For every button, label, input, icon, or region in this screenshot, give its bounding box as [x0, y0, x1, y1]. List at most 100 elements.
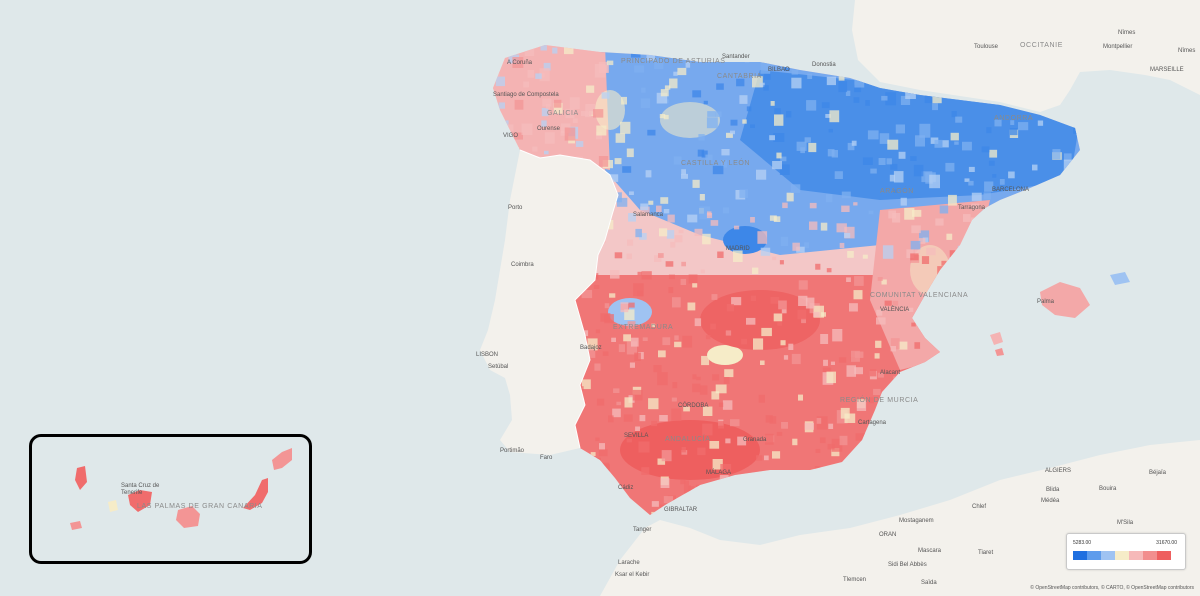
municipality-cell[interactable] — [904, 208, 915, 220]
municipality-cell[interactable] — [629, 191, 634, 195]
municipality-cell[interactable] — [797, 309, 807, 320]
municipality-cell[interactable] — [554, 99, 562, 108]
municipality-cell[interactable] — [720, 464, 732, 473]
municipality-cell[interactable] — [806, 100, 817, 111]
municipality-cell[interactable] — [886, 158, 892, 165]
municipality-cell[interactable] — [594, 363, 601, 371]
municipality-cell[interactable] — [941, 260, 947, 266]
municipality-cell[interactable] — [963, 214, 971, 222]
municipality-cell[interactable] — [610, 270, 620, 279]
municipality-cell[interactable] — [804, 422, 814, 430]
municipality-cell[interactable] — [774, 114, 784, 126]
municipality-cell[interactable] — [699, 194, 705, 201]
municipality-cell[interactable] — [893, 189, 898, 193]
municipality-cell[interactable] — [660, 478, 670, 488]
municipality-cell[interactable] — [622, 166, 632, 173]
municipality-cell[interactable] — [839, 435, 848, 446]
municipality-cell[interactable] — [1064, 153, 1072, 162]
municipality-cell[interactable] — [764, 455, 769, 461]
municipality-cell[interactable] — [700, 269, 705, 274]
municipality-cell[interactable] — [669, 78, 678, 89]
municipality-cell[interactable] — [654, 57, 664, 70]
municipality-cell[interactable] — [915, 135, 925, 147]
municipality-cell[interactable] — [823, 359, 828, 366]
municipality-cell[interactable] — [876, 317, 886, 325]
municipality-cell[interactable] — [792, 242, 800, 251]
municipality-cell[interactable] — [907, 307, 914, 312]
municipality-cell[interactable] — [808, 142, 817, 153]
municipality-cell[interactable] — [660, 89, 669, 97]
municipality-cell[interactable] — [543, 62, 551, 71]
municipality-cell[interactable] — [505, 124, 514, 132]
municipality-cell[interactable] — [798, 280, 808, 290]
municipality-cell[interactable] — [618, 344, 625, 353]
municipality-cell[interactable] — [846, 277, 851, 282]
municipality-cell[interactable] — [670, 241, 676, 248]
municipality-cell[interactable] — [615, 133, 626, 143]
municipality-cell[interactable] — [746, 317, 756, 325]
municipality-cell[interactable] — [600, 313, 611, 322]
municipality-cell[interactable] — [968, 166, 975, 172]
municipality-cell[interactable] — [804, 242, 809, 249]
municipality-cell[interactable] — [939, 205, 949, 214]
municipality-cell[interactable] — [752, 76, 763, 88]
municipality-cell[interactable] — [769, 135, 775, 141]
municipality-cell[interactable] — [736, 78, 745, 87]
municipality-cell[interactable] — [718, 402, 724, 408]
municipality-cell[interactable] — [834, 171, 843, 179]
municipality-cell[interactable] — [737, 436, 747, 446]
municipality-cell[interactable] — [971, 203, 980, 210]
municipality-cell[interactable] — [913, 164, 924, 177]
municipality-cell[interactable] — [809, 202, 817, 209]
municipality-cell[interactable] — [1009, 128, 1018, 136]
municipality-cell[interactable] — [994, 119, 1002, 127]
municipality-cell[interactable] — [828, 423, 834, 429]
municipality-cell[interactable] — [971, 192, 982, 201]
municipality-cell[interactable] — [596, 125, 607, 136]
municipality-cell[interactable] — [658, 350, 666, 358]
municipality-cell[interactable] — [647, 129, 656, 136]
municipality-cell[interactable] — [831, 438, 843, 452]
canary-tenerife[interactable] — [128, 490, 152, 512]
municipality-cell[interactable] — [954, 141, 959, 145]
municipality-cell[interactable] — [742, 119, 747, 124]
municipality-cell[interactable] — [844, 226, 855, 239]
municipality-cell[interactable] — [711, 294, 718, 300]
municipality-cell[interactable] — [820, 334, 829, 344]
municipality-cell[interactable] — [692, 179, 700, 188]
municipality-cell[interactable] — [632, 389, 643, 401]
municipality-cell[interactable] — [809, 221, 818, 230]
municipality-cell[interactable] — [726, 304, 734, 312]
municipality-cell[interactable] — [659, 228, 668, 237]
municipality-cell[interactable] — [685, 62, 691, 68]
municipality-cell[interactable] — [739, 95, 748, 104]
municipality-cell[interactable] — [769, 416, 777, 424]
municipality-cell[interactable] — [681, 447, 686, 453]
municipality-cell[interactable] — [1008, 171, 1015, 179]
municipality-cell[interactable] — [779, 164, 790, 175]
municipality-cell[interactable] — [910, 253, 919, 261]
municipality-cell[interactable] — [687, 302, 696, 311]
municipality-cell[interactable] — [664, 85, 671, 90]
municipality-cell[interactable] — [657, 372, 668, 386]
municipality-cell[interactable] — [663, 114, 669, 120]
municipality-cell[interactable] — [630, 337, 639, 347]
municipality-cell[interactable] — [877, 372, 884, 378]
municipality-cell[interactable] — [791, 353, 801, 365]
balearic-menorca[interactable] — [1110, 272, 1130, 285]
municipality-cell[interactable] — [697, 447, 706, 456]
municipality-cell[interactable] — [801, 318, 806, 324]
municipality-cell[interactable] — [672, 297, 681, 308]
municipality-cell[interactable] — [606, 60, 614, 66]
municipality-cell[interactable] — [702, 406, 713, 417]
municipality-cell[interactable] — [541, 120, 547, 127]
municipality-cell[interactable] — [651, 501, 659, 507]
municipality-cell[interactable] — [521, 123, 533, 136]
municipality-cell[interactable] — [774, 108, 781, 115]
municipality-cell[interactable] — [813, 305, 825, 318]
municipality-cell[interactable] — [624, 397, 633, 408]
municipality-cell[interactable] — [639, 415, 646, 422]
canary-fuerteventura[interactable] — [243, 478, 268, 510]
municipality-cell[interactable] — [874, 353, 880, 359]
municipality-cell[interactable] — [707, 111, 716, 117]
